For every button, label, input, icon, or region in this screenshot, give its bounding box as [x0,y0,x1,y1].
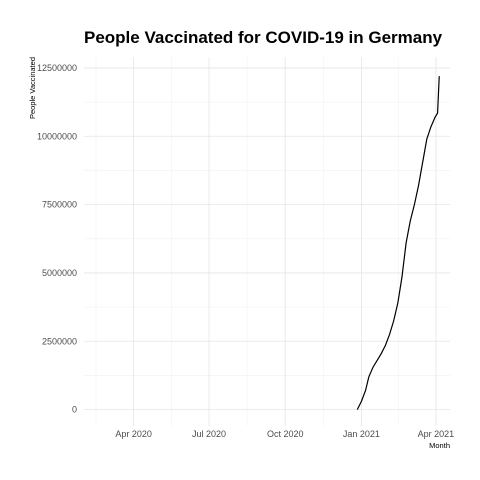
chart-title: People Vaccinated for COVID-19 in German… [84,28,443,47]
x-tick-label: Jan 2021 [343,429,380,439]
y-tick-label: 7500000 [42,200,77,210]
y-axis-label: People Vaccinated [28,57,37,119]
y-tick-label: 0 [72,405,77,415]
x-tick-label: Apr 2021 [418,429,455,439]
major-gridlines [84,57,450,426]
x-tick-label: Oct 2020 [267,429,304,439]
x-tick-label: Apr 2020 [115,429,152,439]
y-tick-label: 10000000 [37,131,77,141]
y-tick-label: 2500000 [42,336,77,346]
y-tick-label: 12500000 [37,63,77,73]
series-group [356,76,440,410]
x-tick-label: Jul 2020 [192,429,226,439]
x-axis-label: Month [429,441,450,450]
y-axis-ticks: 0 2500000 5000000 7500000 10000000 12500000 [37,63,77,415]
x-axis-ticks: Apr 2020 Jul 2020 Oct 2020 Jan 2021 Apr 2021 [115,429,454,439]
series-line-0 [356,76,440,410]
y-tick-label: 5000000 [42,268,77,278]
minor-gridlines [84,57,450,426]
